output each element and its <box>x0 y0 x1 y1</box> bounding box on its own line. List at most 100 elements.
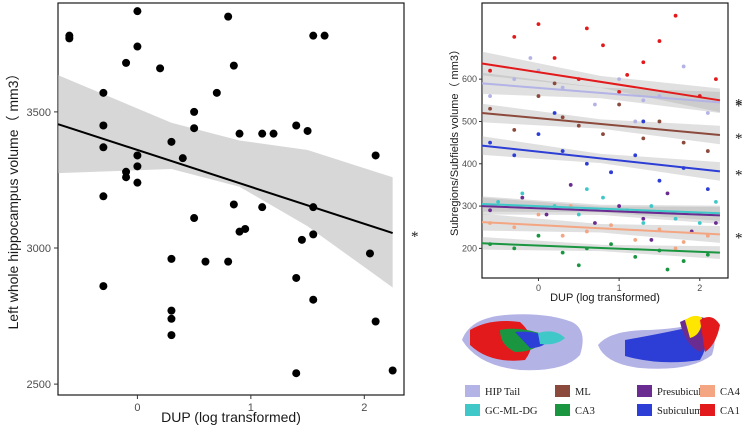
left-data-point <box>133 151 142 160</box>
legend-swatch-presubiculum <box>637 385 652 397</box>
right-point-presubiculum <box>520 195 525 200</box>
left-data-point <box>309 203 318 212</box>
right-point-ca1 <box>625 73 630 77</box>
left-data-point <box>303 126 312 135</box>
left-x-tick-label: 2 <box>361 402 367 414</box>
legend-swatch-ca1 <box>700 404 715 416</box>
right-point-gc-ml-dg <box>641 221 646 225</box>
right-point-ml <box>560 115 565 120</box>
right-point-presubiculum <box>617 204 622 208</box>
right-point-ca3 <box>609 242 613 247</box>
right-point-hip-tail <box>528 56 533 60</box>
right-point-ca4 <box>512 225 517 230</box>
left-y-tick-label: 3500 <box>27 107 51 119</box>
left-data-point <box>99 121 108 130</box>
left-gcmldg-region <box>538 331 565 345</box>
right-point-ml <box>576 123 581 128</box>
right-point-gc-ml-dg <box>601 195 605 200</box>
left-data-point <box>365 249 374 258</box>
right-point-ml <box>617 102 622 107</box>
right-point-subiculum <box>488 140 492 145</box>
left-data-point <box>201 257 210 266</box>
legend-swatch-subiculum <box>637 404 652 416</box>
left-data-point <box>297 235 306 244</box>
left-data-point <box>258 203 267 212</box>
right-yellow-region <box>685 315 702 338</box>
right-point-gc-ml-dg <box>584 187 589 192</box>
right-point-subiculum <box>657 178 662 183</box>
left-data-point <box>99 192 108 201</box>
left-x-axis-label: DUP (log transformed) <box>161 409 301 425</box>
right-point-ca4 <box>673 246 678 251</box>
right-star-hip-tail: * <box>735 98 743 114</box>
legend-label-gc-ml-dg: GC-ML-DG <box>485 406 538 417</box>
right-point-ml <box>705 149 710 153</box>
legend-swatch-ca4 <box>700 385 715 397</box>
right-point-hip-tail <box>488 94 492 98</box>
right-point-subiculum <box>560 149 565 153</box>
left-chart: 0 1 2 2500 3000 3500 DUP (log transformed) L… <box>5 2 419 425</box>
right-point-ml <box>657 119 662 124</box>
left-x-tick-label: 1 <box>248 402 254 414</box>
right-point-ca1 <box>584 26 589 31</box>
left-confidence-band <box>58 75 393 288</box>
left-y-axis-label: Left whole hippocampus volume（ mm3） <box>5 66 21 329</box>
right-point-subiculum <box>552 111 557 115</box>
left-data-point <box>167 306 176 315</box>
right-x-tick-label: 2 <box>697 283 702 293</box>
right-point-gc-ml-dg <box>520 191 525 196</box>
right-point-ca1 <box>601 43 605 48</box>
left-y-tick-label: 2500 <box>27 379 51 391</box>
left-data-point <box>99 282 108 291</box>
right-point-presubiculum <box>665 191 670 196</box>
left-data-point <box>167 314 176 323</box>
right-y-tick-label: 400 <box>462 159 477 169</box>
right-line-ca1 <box>481 62 721 102</box>
legend: HIP Tail GC-ML-DG ML CA3 Presubiculum Subicul… <box>465 385 741 417</box>
left-data-point <box>133 42 142 51</box>
right-point-subiculum <box>705 187 710 192</box>
left-data-point <box>190 214 199 223</box>
legend-label-ca1: CA1 <box>720 406 740 417</box>
right-point-gc-ml-dg <box>697 221 702 225</box>
legend-swatch-ml <box>555 385 570 397</box>
legend-label-ml: ML <box>575 387 591 398</box>
right-point-subiculum <box>609 170 613 175</box>
right-point-gc-ml-dg <box>673 216 678 221</box>
left-data-point <box>212 88 221 97</box>
right-point-ca1 <box>641 60 646 65</box>
left-data-point <box>167 331 176 340</box>
left-data-point <box>235 129 244 138</box>
right-point-presubiculum <box>568 183 573 187</box>
right-point-gc-ml-dg <box>649 204 654 208</box>
right-point-ml <box>681 140 686 145</box>
legend-swatch-ca3 <box>555 404 570 416</box>
right-point-presubiculum <box>714 221 718 225</box>
left-data-point <box>224 257 233 266</box>
right-point-gc-ml-dg <box>714 199 718 204</box>
right-point-gc-ml-dg <box>496 199 501 204</box>
left-data-point <box>229 200 238 209</box>
left-data-point <box>133 7 142 16</box>
right-point-gc-ml-dg <box>576 212 581 217</box>
legend-swatch-gc-ml-dg <box>465 404 480 416</box>
right-point-hip-tail <box>705 111 710 115</box>
left-data-point <box>269 129 278 138</box>
left-data-point <box>156 64 165 73</box>
left-data-point <box>122 58 131 67</box>
right-point-hip-tail <box>593 102 597 107</box>
right-point-ca1 <box>714 77 718 82</box>
legend-label-presubiculum: Presubiculum <box>657 387 715 398</box>
left-data-point <box>309 31 318 40</box>
right-point-ca4 <box>609 223 613 228</box>
right-point-ca1 <box>512 34 517 39</box>
right-point-subiculum <box>512 153 517 158</box>
right-point-ca1 <box>552 56 557 60</box>
left-data-point <box>167 254 176 263</box>
right-point-ca4 <box>584 229 589 234</box>
right-point-ca4 <box>560 233 565 238</box>
right-point-presubiculum <box>544 212 549 217</box>
right-line-presubiculum <box>481 205 720 217</box>
